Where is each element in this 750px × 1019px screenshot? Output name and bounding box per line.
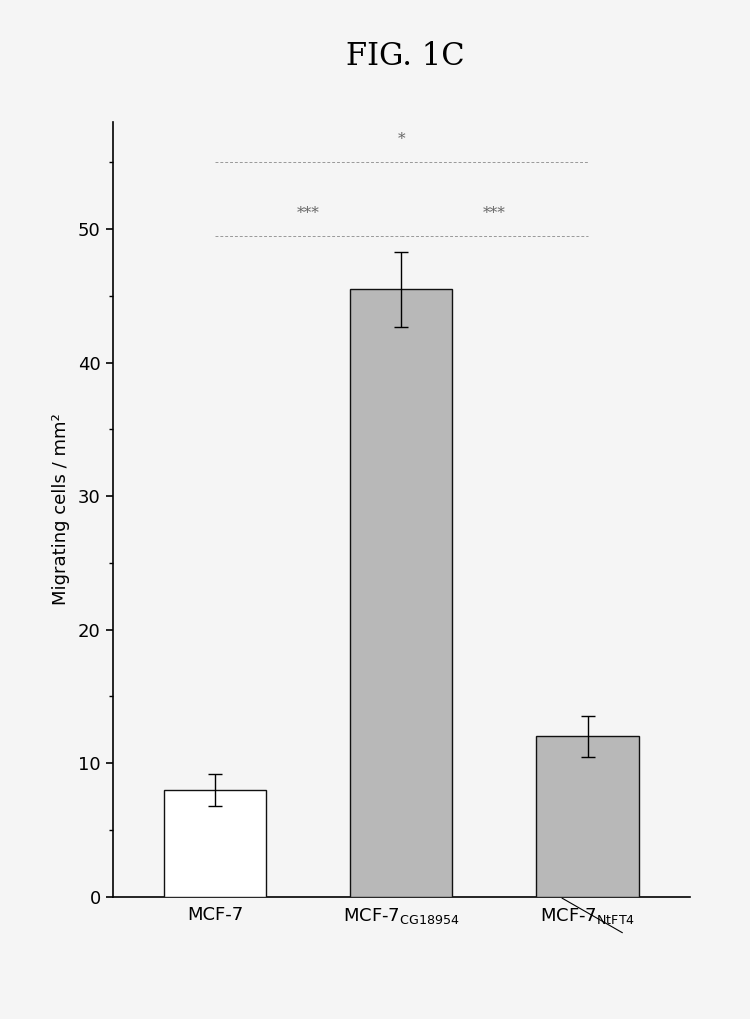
- Y-axis label: Migrating cells / mm²: Migrating cells / mm²: [52, 414, 70, 605]
- Bar: [536, 737, 639, 897]
- Bar: [164, 790, 266, 897]
- Text: ***: ***: [483, 206, 506, 220]
- Text: FIG. 1C: FIG. 1C: [346, 41, 464, 71]
- Text: *: *: [398, 132, 405, 147]
- Bar: [350, 289, 452, 897]
- Text: ***: ***: [297, 206, 320, 220]
